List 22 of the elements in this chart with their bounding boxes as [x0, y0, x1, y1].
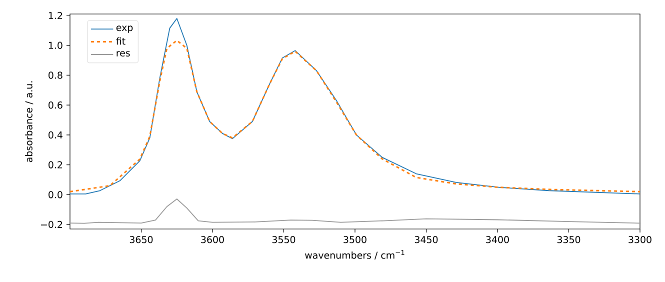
y-tick-label: 1.2 — [48, 12, 62, 19]
y-tick-label: 0.0 — [48, 191, 62, 198]
y-tick-label: 1.0 — [48, 42, 62, 49]
x-tick-label: 3400 — [486, 236, 509, 244]
x-tick-label: 3350 — [557, 236, 580, 244]
y-tick-label: 0.4 — [48, 131, 62, 139]
y-tick-label: 0.6 — [48, 101, 62, 109]
y-tick-label: −0.2 — [40, 220, 62, 228]
y-tick-label: 0.8 — [48, 72, 62, 79]
y-tick-label: 0.2 — [48, 161, 62, 168]
x-axis-title: wavenumbers / cm$^{−1}$ — [305, 250, 404, 260]
legend-label: fit — [116, 37, 126, 45]
x-tick-label: 3500 — [344, 236, 366, 244]
x-tick-label: 3450 — [414, 236, 438, 244]
x-tick-label: 3300 — [628, 236, 652, 244]
x-tick-label: 3550 — [272, 236, 296, 244]
line-series — [70, 198, 640, 224]
legend-label: exp — [116, 26, 133, 33]
y-axis-title: absorbance / a.u. — [25, 81, 34, 162]
x-tick-label: 3650 — [130, 236, 153, 244]
x-tick-label: 3600 — [201, 236, 224, 244]
legend-label: res — [116, 51, 130, 57]
